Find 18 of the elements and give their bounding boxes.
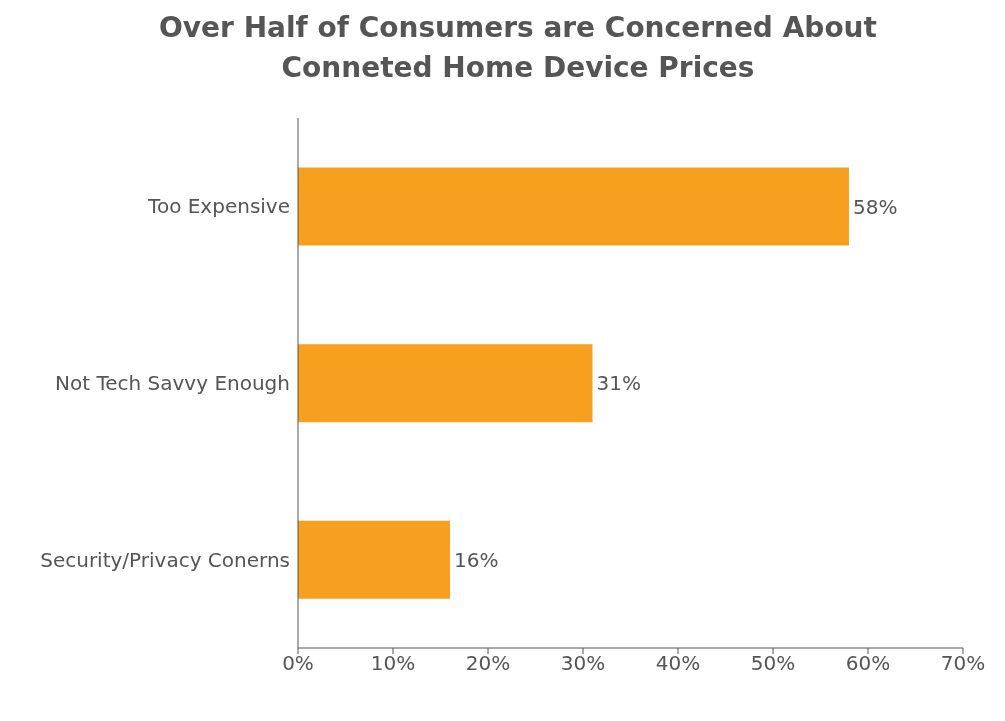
y-tick-label: Not Tech Savvy Enough: [55, 371, 290, 396]
x-tick-label: 50%: [750, 651, 796, 676]
data-label: 16%: [454, 547, 499, 572]
bar: [298, 520, 450, 599]
x-tick-label: 70%: [940, 651, 986, 676]
x-tick-label: 10%: [370, 651, 416, 676]
x-tick-label: 60%: [845, 651, 891, 676]
bar: [298, 344, 593, 423]
x-tick-label: 0%: [282, 651, 314, 676]
x-tick-label: 40%: [655, 651, 701, 676]
chart-title: Over Half of Consumers are Concerned About Conneted Home Device Prices: [158, 10, 878, 86]
x-tick-label: 30%: [560, 651, 606, 676]
y-tick-label: Too Expensive: [147, 194, 290, 219]
data-label: 31%: [596, 371, 641, 396]
y-tick-label: Security/Privacy Conerns: [40, 547, 290, 572]
data-label: 58%: [853, 194, 898, 219]
bar: [298, 167, 849, 246]
x-tick-label: 20%: [465, 651, 511, 676]
